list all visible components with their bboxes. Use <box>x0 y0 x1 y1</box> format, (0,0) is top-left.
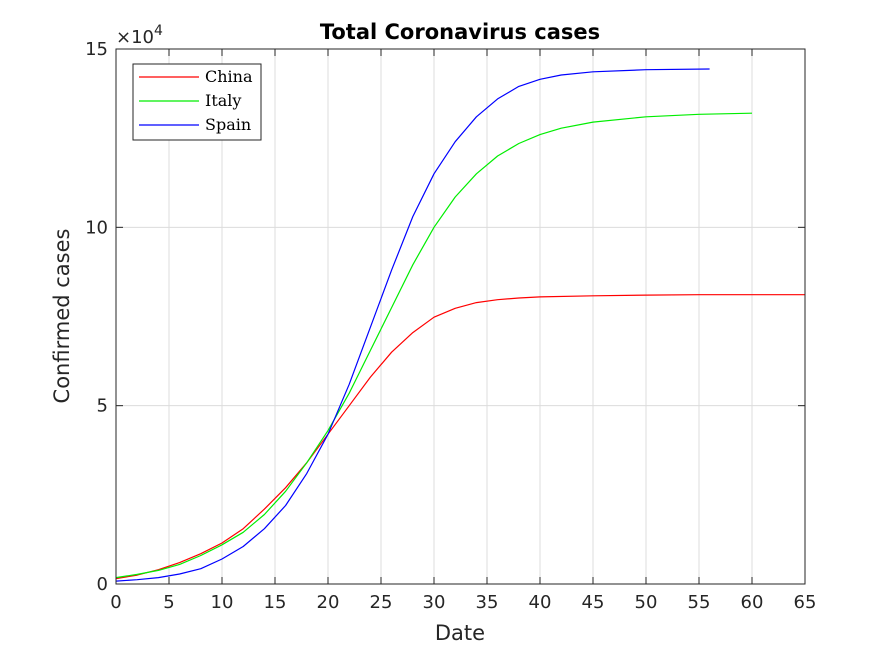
legend: China Italy Spain <box>132 63 262 141</box>
x-tick-label: 15 <box>264 592 287 613</box>
x-tick-label: 0 <box>110 592 121 613</box>
x-tick-label: 10 <box>211 592 234 613</box>
x-axis-label: Date <box>435 621 485 645</box>
series-lines <box>115 68 805 582</box>
x-tick-label: 40 <box>529 592 552 613</box>
y-tick-label: 15 <box>85 39 108 60</box>
y-exponent-base: ×10 <box>116 27 154 48</box>
x-tick-label: 35 <box>476 592 499 613</box>
x-tick-label: 45 <box>582 592 605 613</box>
x-tick-label: 60 <box>741 592 764 613</box>
x-tick-label: 25 <box>370 592 393 613</box>
x-tick-label: 30 <box>423 592 446 613</box>
y-tick-label: 0 <box>97 574 108 595</box>
grid-lines <box>115 48 806 585</box>
x-tick-label: 20 <box>317 592 340 613</box>
y-exponent-power: 4 <box>154 23 163 39</box>
y-axis-label: Confirmed cases <box>50 229 74 404</box>
axis-ticks: 0 5 10 15 20 25 30 35 40 45 50 55 60 65 0 5 10 15 <box>85 39 816 613</box>
legend-items: China Italy Spain <box>139 67 253 134</box>
y-axis-exponent: ×104 <box>116 23 163 48</box>
legend-label-spain: Spain <box>205 115 251 134</box>
x-tick-label: 5 <box>163 592 174 613</box>
series-line-china <box>115 294 805 580</box>
chart-title: Total Coronavirus cases <box>320 20 600 44</box>
axes-box <box>115 48 806 585</box>
series-line-spain <box>115 68 710 582</box>
legend-label-china: China <box>205 67 253 86</box>
y-tick-label: 5 <box>97 396 108 417</box>
y-tick-label: 10 <box>85 217 108 238</box>
x-tick-label: 55 <box>688 592 711 613</box>
series-line-italy <box>115 112 753 579</box>
x-tick-label: 50 <box>635 592 658 613</box>
legend-label-italy: Italy <box>205 91 241 110</box>
x-tick-label: 65 <box>794 592 817 613</box>
